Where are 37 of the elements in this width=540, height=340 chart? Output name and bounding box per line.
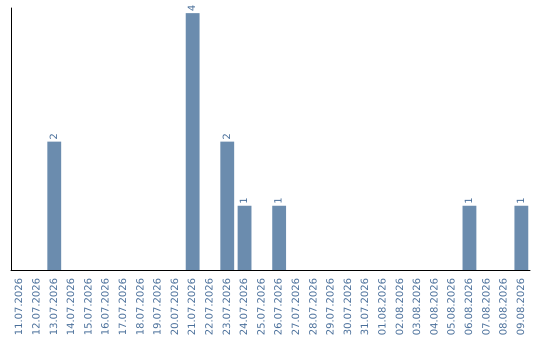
x-tick-label: 30.07.2026: [342, 278, 354, 336]
x-tick-label: 20.07.2026: [170, 278, 181, 336]
data-label: 1: [239, 197, 250, 204]
x-tick-label: 03.08.2026: [412, 278, 424, 336]
x-tick-label: 18.07.2026: [135, 278, 146, 336]
x-tick-label: 11.07.2026: [14, 278, 26, 336]
data-label: 4: [187, 4, 198, 12]
x-tick-label: 01.08.2026: [377, 278, 388, 336]
x-tick-label: 12.07.2026: [31, 278, 42, 336]
x-tick-label: 24.07.2026: [239, 278, 250, 336]
x-tick-label: 16.07.2026: [100, 278, 112, 336]
x-tick-label: 07.08.2026: [481, 278, 492, 336]
x-tick-label: 05.08.2026: [446, 278, 458, 336]
x-tick-label: 23.07.2026: [222, 278, 233, 336]
data-label: 1: [274, 197, 285, 204]
x-tick-label: 08.08.2026: [498, 278, 510, 336]
x-tick-label: 15.07.2026: [83, 278, 94, 336]
data-label: 1: [464, 197, 475, 204]
x-tick-label: 22.07.2026: [204, 278, 216, 336]
x-tick-label: 26.07.2026: [274, 278, 285, 336]
x-tick-label: 14.07.2026: [66, 278, 78, 336]
x-tick-label: 25.07.2026: [256, 278, 268, 336]
x-tick-label: 02.08.2026: [394, 278, 406, 336]
x-tick-label: 13.07.2026: [48, 278, 60, 336]
x-tick-label: 06.08.2026: [464, 278, 475, 336]
data-label: 1: [516, 197, 527, 204]
x-tick-label: 04.08.2026: [429, 278, 440, 336]
x-tick-label: 29.07.2026: [326, 278, 337, 336]
data-label: 2: [48, 133, 60, 140]
x-tick-label: 09.08.2026: [516, 278, 527, 336]
x-tick-label: 28.07.2026: [308, 278, 320, 336]
data-label: 2: [222, 133, 233, 140]
x-tick-label: 21.07.2026: [187, 278, 198, 336]
x-tick-label: 27.07.2026: [290, 278, 302, 336]
x-tick-label: 31.07.2026: [360, 278, 372, 336]
x-tick-label: 17.07.2026: [118, 278, 129, 336]
x-tick-label: 19.07.2026: [152, 278, 164, 336]
